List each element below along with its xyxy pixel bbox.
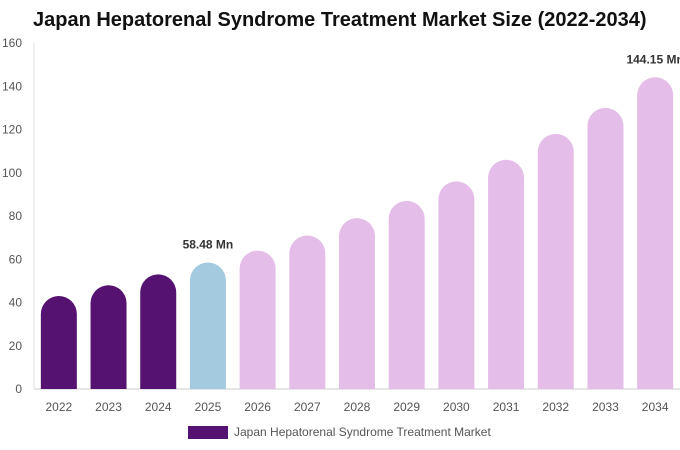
x-tick-label: 2032 — [542, 400, 569, 414]
bar-2028 — [339, 218, 375, 389]
bar-2022 — [40, 296, 77, 389]
x-tick-label: 2025 — [195, 400, 222, 414]
x-tick-label: 2033 — [592, 400, 619, 414]
bar-2023 — [90, 285, 127, 389]
legend: Japan Hepatorenal Syndrome Treatment Mar… — [188, 425, 491, 439]
bar-2027 — [289, 235, 326, 389]
bar-2030 — [438, 181, 475, 389]
legend-label: Japan Hepatorenal Syndrome Treatment Mar… — [234, 425, 491, 439]
y-tick-label: 0 — [15, 382, 22, 396]
bar-2026 — [239, 250, 276, 389]
x-tick-label: 2031 — [493, 400, 520, 414]
y-tick-label: 20 — [9, 339, 23, 353]
y-tick-label: 80 — [9, 209, 23, 223]
bar-2024 — [140, 274, 177, 389]
y-tick-label: 100 — [2, 166, 22, 180]
x-tick-label: 2026 — [244, 400, 271, 414]
data-label: 144.15 Mn — [626, 52, 680, 66]
x-tick-label: 2028 — [344, 400, 371, 414]
y-tick-label: 40 — [9, 296, 23, 310]
bar-2034 — [637, 77, 674, 389]
y-tick-label: 160 — [2, 36, 22, 50]
data-label: 58.48 Mn — [183, 238, 234, 252]
x-tick-label: 2034 — [642, 400, 669, 414]
x-tick-label: 2023 — [95, 400, 122, 414]
x-tick-label: 2027 — [294, 400, 321, 414]
y-tick-label: 140 — [2, 79, 22, 93]
bar-2032 — [537, 133, 574, 389]
x-tick-label: 2022 — [45, 400, 72, 414]
bar-2031 — [488, 159, 525, 389]
bar-2029 — [388, 200, 425, 389]
bar-2033 — [587, 107, 624, 390]
legend-swatch — [188, 425, 228, 439]
chart-title: Japan Hepatorenal Syndrome Treatment Mar… — [33, 9, 647, 31]
y-tick-label: 60 — [9, 252, 23, 266]
x-tick-label: 2029 — [393, 400, 420, 414]
x-tick-label: 2030 — [443, 400, 470, 414]
x-tick-label: 2024 — [145, 400, 172, 414]
y-tick-label: 120 — [2, 123, 22, 137]
bar-2025 — [189, 262, 226, 389]
